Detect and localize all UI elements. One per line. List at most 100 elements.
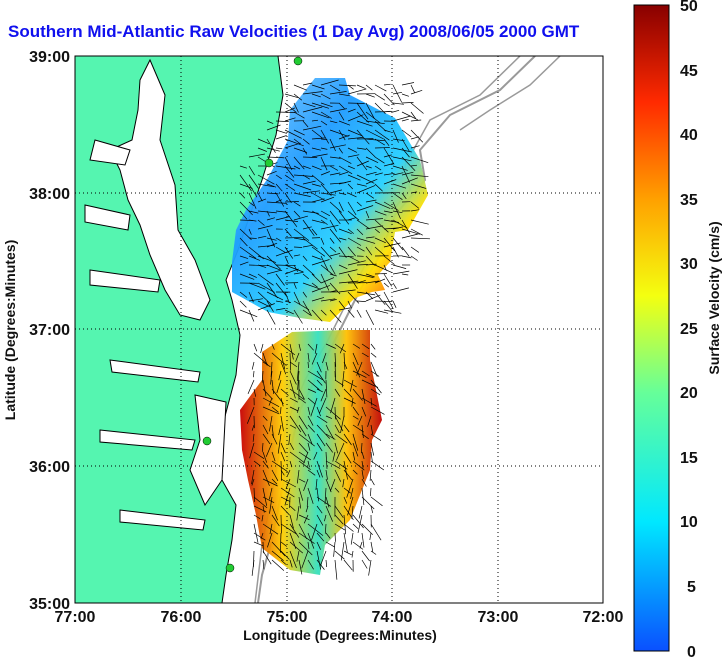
velocity-vector [329,129,349,137]
velocity-vector [374,291,386,306]
velocity-vector [239,246,257,259]
velocity-vector [279,532,282,553]
velocity-vector [271,550,284,561]
velocity-vector [383,309,402,314]
chesapeake-bay [109,58,211,321]
velocity-vector [275,192,285,207]
velocity-vector [266,201,287,204]
velocity-vector [410,191,418,194]
velocity-vector [352,361,361,378]
velocity-vector [347,260,366,266]
velocity-vector [271,343,275,350]
velocity-vector [320,246,333,260]
velocity-vector [374,264,393,273]
velocity-vector [293,165,301,170]
velocity-vector [248,174,259,189]
velocity-vector [284,236,305,239]
velocity-vector [293,228,310,241]
velocity-vector [280,505,290,516]
velocity-vector [368,559,372,576]
velocity-vector [361,460,364,469]
velocity-vector [251,559,255,576]
velocity-vector [410,129,424,143]
velocity-vector [297,370,300,390]
velocity-vector [392,172,404,176]
velocity-vector [383,273,392,287]
velocity-vector [401,129,412,138]
velocity-vector [325,433,336,440]
velocity-vector [329,290,337,293]
velocity-vector [311,259,330,266]
velocity-vector [392,165,408,171]
velocity-vector [352,442,359,457]
velocity-vector [266,210,270,217]
velocity-vector [266,269,282,275]
velocity-vector [365,280,380,284]
velocity-vector [280,397,284,407]
velocity-vector [302,82,313,86]
velocity-vector [271,352,287,366]
velocity-vector [320,388,327,402]
velocity-vector [271,424,274,439]
velocity-vector [347,300,352,309]
velocity-vector [383,163,394,167]
velocity-vector [392,237,404,251]
velocity-vector [392,201,401,220]
velocity-vector [305,505,309,513]
velocity-vector [383,129,391,133]
velocity-vector [302,174,310,180]
velocity-vector [284,165,295,178]
velocity-vector [253,523,259,543]
velocity-vector [262,397,280,408]
velocity-vector [392,270,410,275]
velocity-vector [275,129,287,134]
velocity-vector [257,198,267,203]
velocity-vector [320,277,335,284]
velocity-vector [356,185,376,194]
x-tick-label: 77:00 [55,609,96,626]
velocity-vector [316,460,323,478]
velocity-vector [316,541,321,550]
velocity-vector [311,309,323,322]
velocity-vector [410,237,431,240]
velocity-vector [334,559,338,580]
velocity-vector [370,406,385,415]
velocity-vector [311,255,322,260]
velocity-vector [325,451,328,469]
velocity-vector [330,397,336,414]
velocity-vector [289,505,296,511]
velocity-vector [392,282,397,289]
velocity-vector [370,433,382,441]
velocity-vector [302,237,318,250]
velocity-vector [365,111,381,124]
velocity-vector [280,541,288,547]
velocity-vector [347,102,365,104]
velocity-vector [293,264,299,272]
velocity-vector [329,156,341,159]
velocity-vector [383,154,392,158]
velocity-vector [311,352,318,365]
velocity-vector [249,442,255,459]
velocity-vector [410,84,416,93]
velocity-vector [253,370,255,378]
velocity-vector [370,541,374,552]
velocity-vector [239,273,255,280]
colorbar-tick: 5 [687,579,696,596]
velocity-vector [257,235,267,239]
velocity-vector [293,102,299,113]
velocity-vector [343,469,353,481]
velocity-vector [343,433,352,446]
velocity-vector [316,379,323,386]
velocity-vector [302,300,312,317]
velocity-vector [410,156,429,164]
velocity-vector [280,559,287,565]
velocity-vector [266,255,281,270]
velocity-vector [298,496,302,509]
velocity-vector [311,523,318,541]
velocity-vector [370,397,373,406]
velocity-vector [410,102,424,114]
velocity-vector [302,102,316,108]
velocity-vector [239,165,248,169]
velocity-vector [266,237,277,241]
velocity-vector [262,559,265,570]
